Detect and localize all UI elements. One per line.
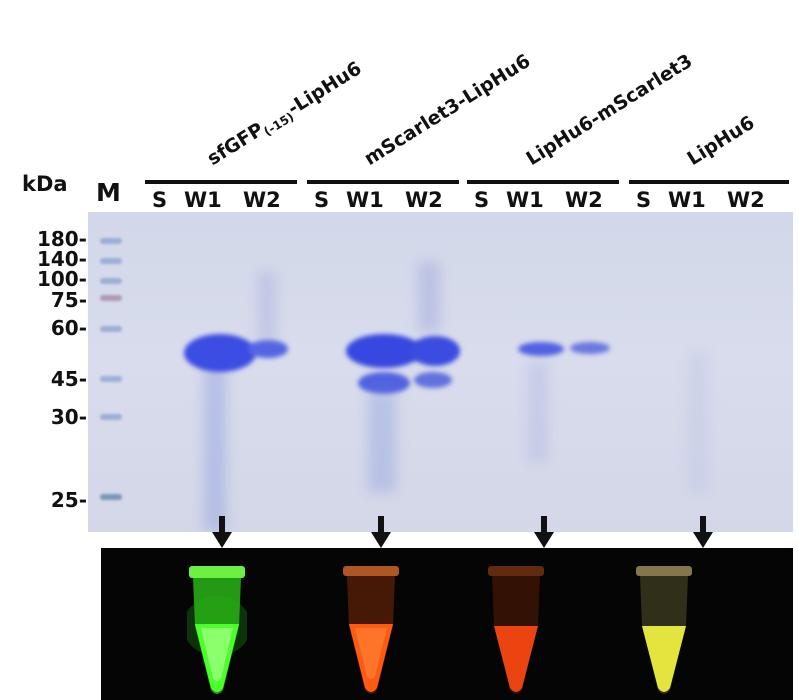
lane-label: W1 xyxy=(346,188,384,212)
protein-band xyxy=(414,372,452,388)
protein-band xyxy=(346,334,422,368)
group-line-2 xyxy=(307,180,459,184)
sds-page-gel xyxy=(88,212,793,532)
protein-band xyxy=(570,342,610,354)
smear xyxy=(368,392,396,492)
group-title-mscarlet3-liphu6: mScarlet3-LipHu6 xyxy=(360,49,535,170)
group-line-3 xyxy=(467,180,619,184)
marker-band xyxy=(100,258,122,264)
group-line-1 xyxy=(145,180,297,184)
tube-fluorescence-photo xyxy=(101,548,793,700)
group-title-sfgfp-subscript: (-15) xyxy=(261,109,297,139)
lane-label: W1 xyxy=(506,188,544,212)
marker-band xyxy=(100,278,122,284)
protein-band xyxy=(410,336,460,366)
marker-band xyxy=(100,376,122,382)
tube-yellow-icon xyxy=(636,566,692,694)
lane-label: W2 xyxy=(727,188,765,212)
lane-label: S xyxy=(314,188,330,212)
protein-band xyxy=(518,342,564,356)
mw-label-100: 100- xyxy=(36,267,87,291)
marker-band xyxy=(100,494,122,500)
lane-label: W2 xyxy=(405,188,443,212)
group-title-sfgfp: sfGFP(-15)-LipHu6 xyxy=(203,57,366,170)
mw-label-75: 75- xyxy=(50,288,87,312)
marker-band xyxy=(100,326,122,332)
tube-orange-icon xyxy=(488,566,544,694)
mw-ladder: 180- 140- 100- 75- 60- 45- 30- 25- xyxy=(0,0,87,520)
protein-band xyxy=(184,334,256,372)
mw-label-25: 25- xyxy=(50,488,87,512)
lane-label: W2 xyxy=(565,188,603,212)
smear xyxy=(204,362,226,532)
tube-green-icon xyxy=(187,566,247,694)
down-arrow-icon xyxy=(212,516,232,548)
mw-label-45: 45- xyxy=(50,367,87,391)
smear xyxy=(688,352,708,492)
lane-label: S xyxy=(636,188,652,212)
lane-label: W1 xyxy=(184,188,222,212)
mw-label-60: 60- xyxy=(50,316,87,340)
marker-band xyxy=(100,414,122,420)
lane-label: W1 xyxy=(668,188,706,212)
kda-label: kDa xyxy=(22,172,68,196)
marker-lane-label: M xyxy=(96,178,121,207)
mw-label-180: 180- xyxy=(36,227,87,251)
smear xyxy=(258,272,276,342)
protein-band xyxy=(248,340,288,358)
down-arrow-icon xyxy=(693,516,713,548)
marker-band xyxy=(100,238,122,244)
smear xyxy=(528,362,548,462)
group-title-liphu6: LipHu6 xyxy=(683,111,759,170)
down-arrow-icon xyxy=(371,516,391,548)
tube-red-icon xyxy=(343,566,399,694)
group-title-liphu6-mscarlet3: LipHu6-mScarlet3 xyxy=(522,49,697,170)
group-line-4 xyxy=(629,180,789,184)
mw-label-30: 30- xyxy=(50,405,87,429)
smear xyxy=(418,262,440,332)
protein-band xyxy=(358,372,410,394)
lane-label: W2 xyxy=(243,188,281,212)
marker-band xyxy=(100,295,122,301)
mw-label-140: 140- xyxy=(36,247,87,271)
lane-label: S xyxy=(474,188,490,212)
lane-label: S xyxy=(152,188,168,212)
down-arrow-icon xyxy=(534,516,554,548)
